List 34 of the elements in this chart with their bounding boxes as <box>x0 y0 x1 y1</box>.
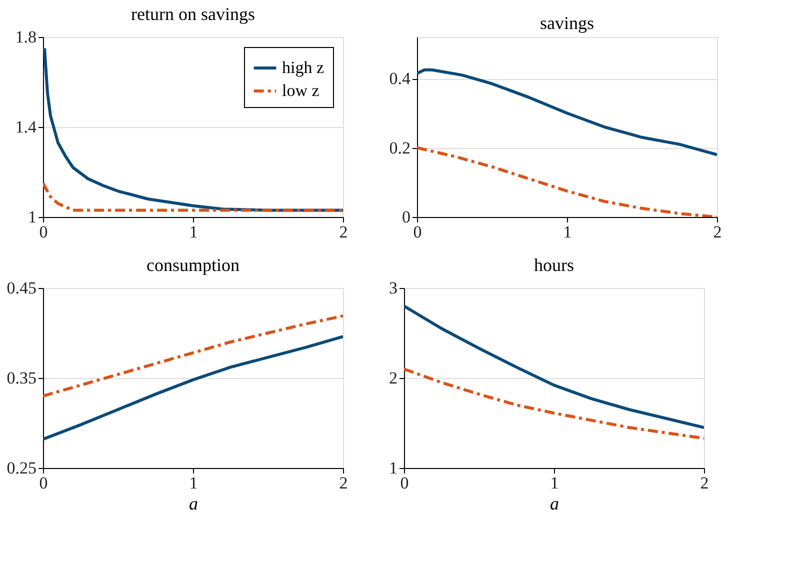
y-tick-label: 0 <box>402 208 410 226</box>
x-tick-label: 2 <box>713 222 722 242</box>
chart-title: consumption <box>146 255 240 275</box>
x-tick-label: 2 <box>339 222 348 242</box>
y-tick-label: 1.8 <box>15 28 36 46</box>
legend-label: low z <box>282 81 320 100</box>
line-series <box>43 335 343 441</box>
legend-label: high z <box>282 58 324 77</box>
x-tick-label: 1 <box>563 222 572 242</box>
x-axis-title: a <box>189 494 198 514</box>
y-tick-label: 1.4 <box>15 118 37 136</box>
line-series <box>404 304 704 429</box>
chart-title: savings <box>540 13 594 33</box>
y-tick-label: 3 <box>389 278 398 298</box>
y-tick-label: 0.25 <box>6 458 36 478</box>
line-series <box>43 182 343 212</box>
line-series <box>404 368 704 440</box>
x-tick-label: 1 <box>189 222 198 242</box>
y-tick-label: 0.4 <box>389 69 411 88</box>
chart-title: hours <box>534 255 574 275</box>
line-series <box>43 314 343 398</box>
line-series <box>417 68 717 156</box>
x-tick-label: 2 <box>700 474 709 492</box>
y-tick-label: 1 <box>389 458 398 478</box>
y-tick-label: 1 <box>28 208 36 226</box>
x-tick-label: 2 <box>339 474 348 492</box>
chart-title: return on savings <box>131 4 255 24</box>
y-tick-label: 2 <box>389 368 398 388</box>
x-tick-label: 1 <box>550 474 559 492</box>
y-tick-label: 0.35 <box>6 368 36 388</box>
y-tick-label: 0.45 <box>6 278 36 298</box>
y-tick-label: 0.2 <box>389 138 410 158</box>
x-axis-title: a <box>550 494 559 514</box>
x-tick-label: 1 <box>189 474 198 492</box>
